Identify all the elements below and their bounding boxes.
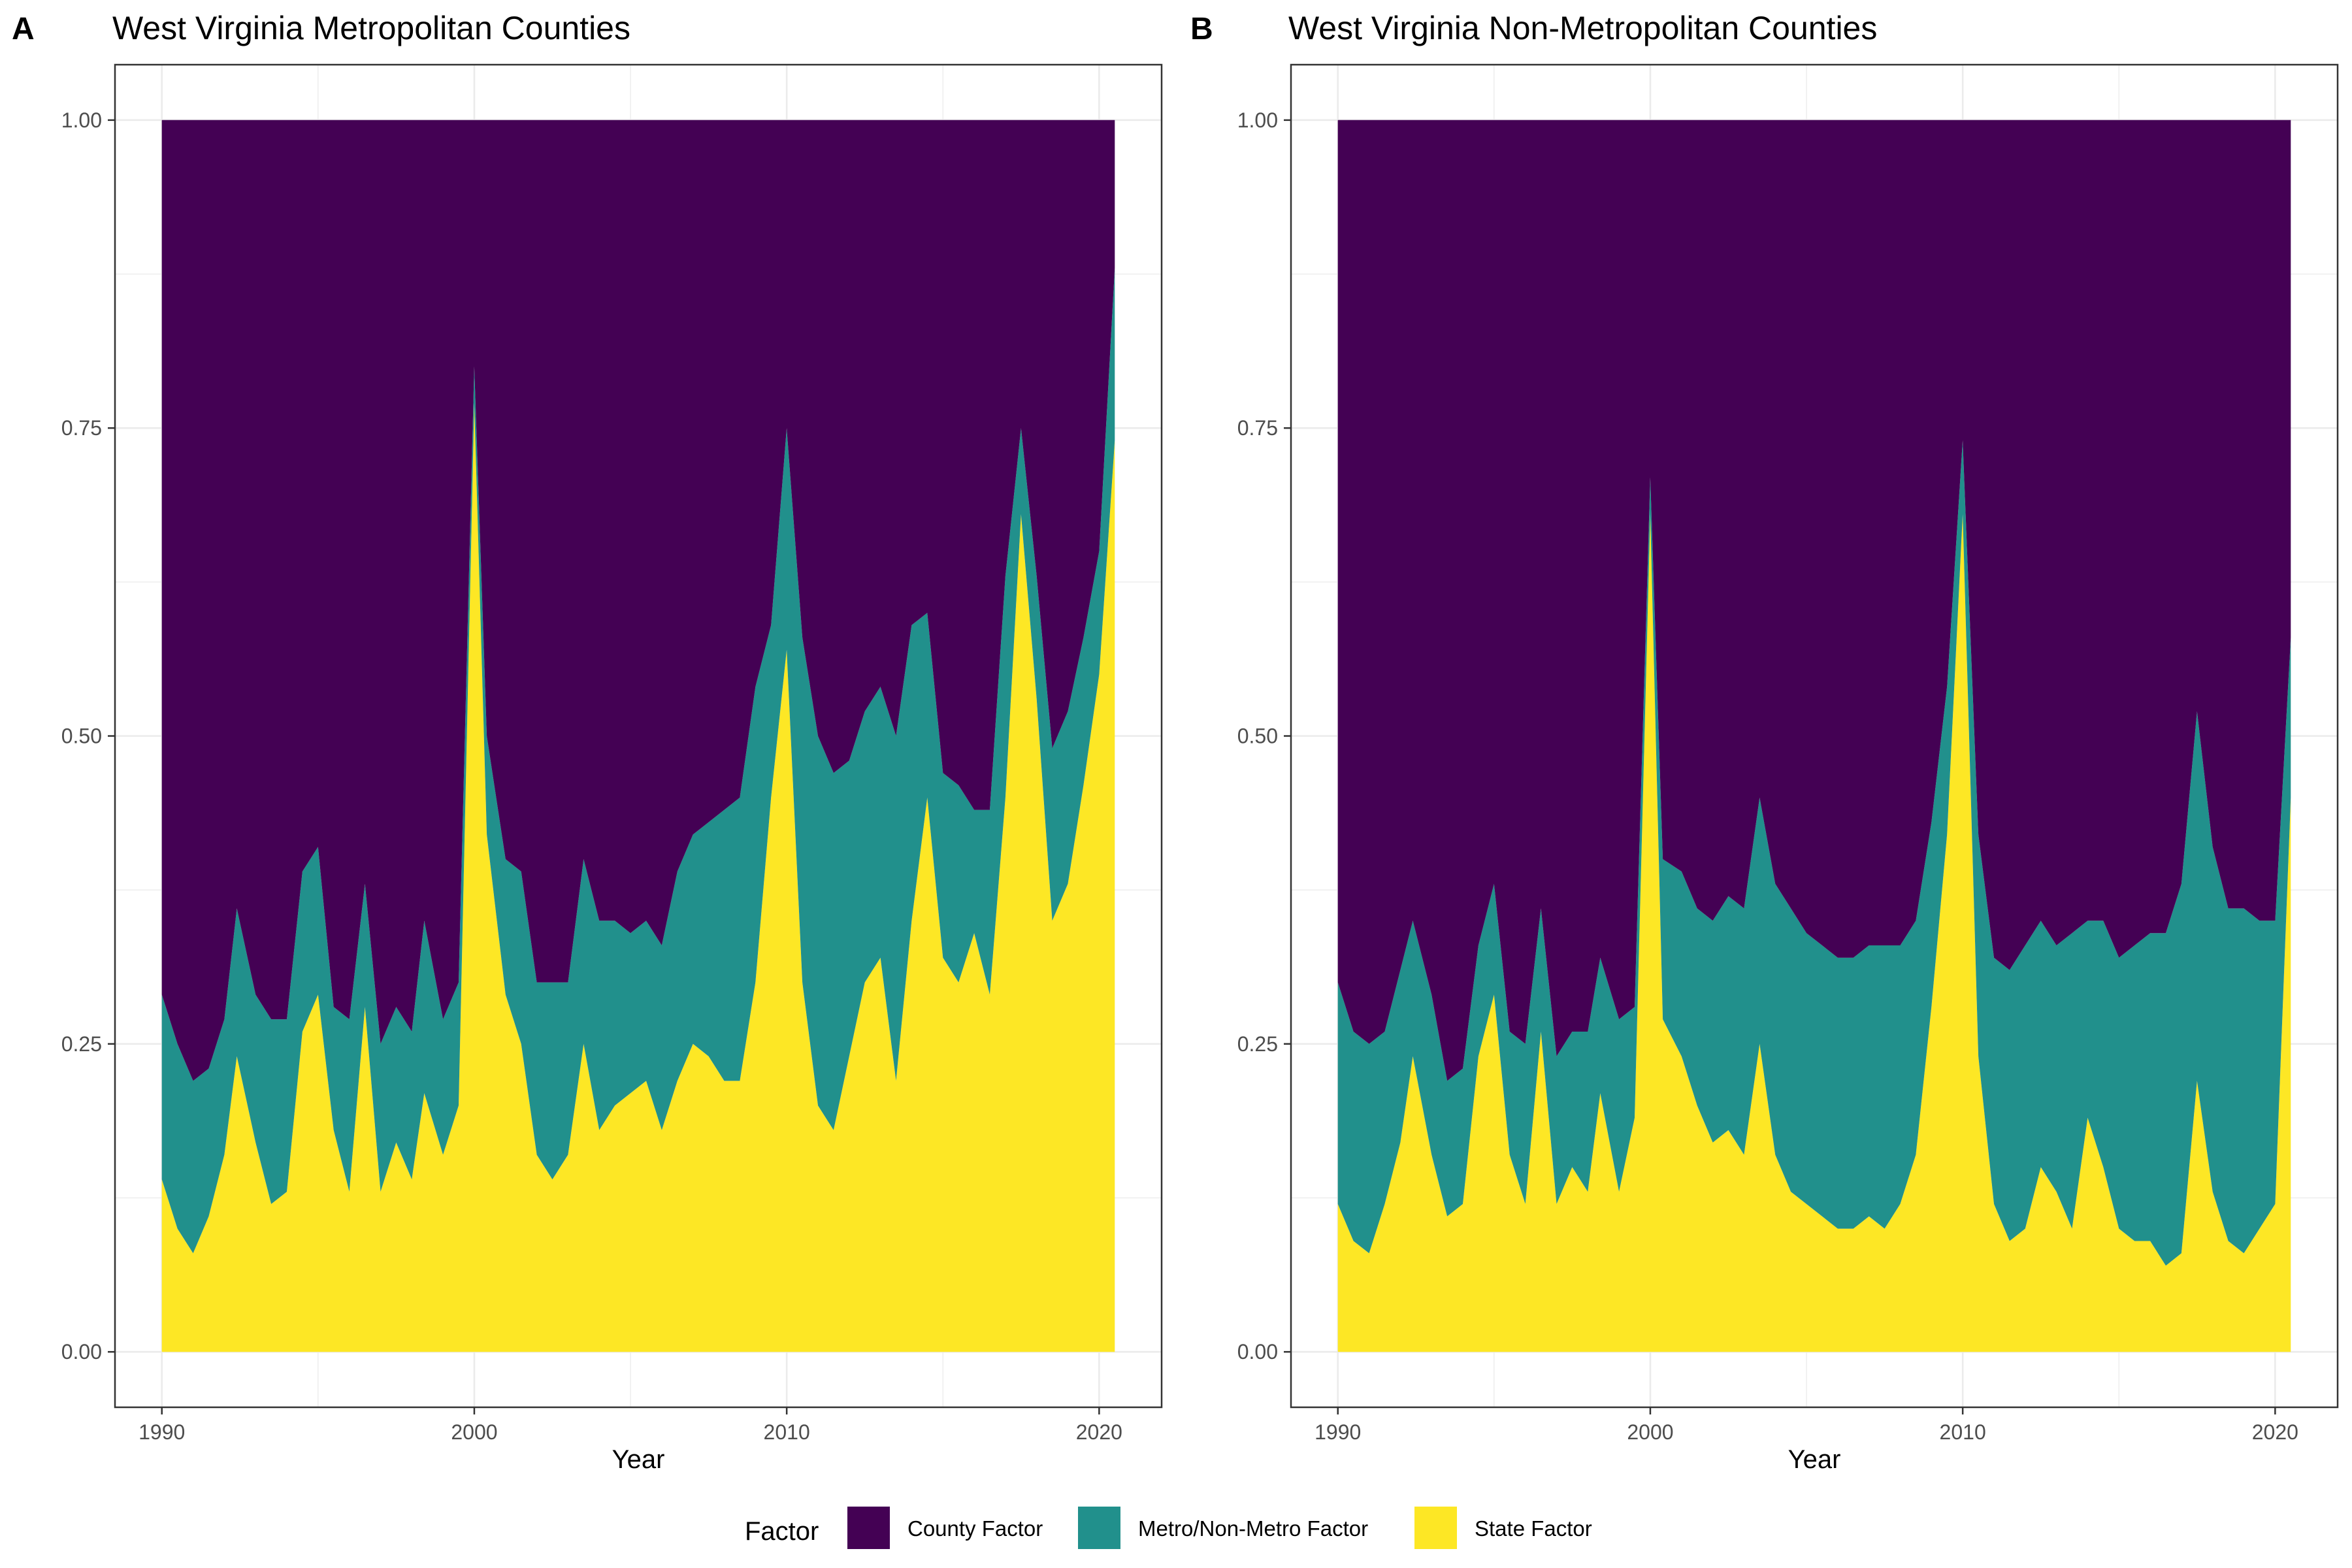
x-tick-label: 1990 bbox=[1315, 1420, 1361, 1444]
y-tick-label: 0.50 bbox=[61, 725, 102, 748]
x-tick-label: 2000 bbox=[1627, 1420, 1673, 1444]
legend-swatch-county-factor bbox=[847, 1507, 890, 1549]
x-tick-label: 2010 bbox=[1940, 1420, 1986, 1444]
panel-a-x-axis-title: Year bbox=[612, 1445, 665, 1474]
legend-label-county-factor: County Factor bbox=[907, 1516, 1043, 1541]
y-tick-label: 0.75 bbox=[61, 416, 102, 440]
legend: Factor County Factor Metro/Non-Metro Fac… bbox=[745, 1507, 1592, 1549]
panel-b-title: West Virginia Non-Metropolitan Counties bbox=[1288, 10, 1877, 46]
panel-b-axes: 0.00 0.25 0.50 0.75 1.00 1990 2000 2010 2020 bbox=[1237, 108, 2298, 1444]
area-county-factor bbox=[161, 120, 1115, 1081]
panel-a-tag: A bbox=[12, 12, 35, 46]
y-tick-label: 0.00 bbox=[61, 1340, 102, 1364]
y-tick-label: 0.25 bbox=[61, 1032, 102, 1056]
legend-label-metro-factor: Metro/Non-Metro Factor bbox=[1138, 1516, 1368, 1541]
legend-swatch-metro-factor bbox=[1078, 1507, 1120, 1549]
legend-title: Factor bbox=[745, 1517, 819, 1546]
legend-swatch-state-factor bbox=[1414, 1507, 1457, 1549]
panel-a-axes: 0.00 0.25 0.50 0.75 1.00 1990 2000 2010 2020 bbox=[61, 108, 1122, 1444]
panel-b: B West Virginia Non-Metropolitan Countie… bbox=[1190, 10, 2339, 1474]
x-tick-label: 2020 bbox=[2252, 1420, 2298, 1444]
y-tick-label: 0.50 bbox=[1237, 725, 1278, 748]
panel-b-tag: B bbox=[1190, 12, 1213, 46]
x-tick-label: 2020 bbox=[1076, 1420, 1122, 1444]
legend-label-state-factor: State Factor bbox=[1475, 1516, 1592, 1541]
x-tick-label: 2000 bbox=[451, 1420, 497, 1444]
y-tick-label: 0.25 bbox=[1237, 1032, 1278, 1056]
area-county-factor bbox=[1337, 120, 2291, 1081]
area-state-factor bbox=[161, 403, 1115, 1352]
area-state-factor bbox=[1337, 514, 2291, 1352]
panel-b-x-axis-title: Year bbox=[1788, 1445, 1841, 1474]
panel-b-areas bbox=[1337, 120, 2291, 1352]
y-tick-label: 1.00 bbox=[1237, 108, 1278, 132]
area-metro-non-metro-factor bbox=[1337, 440, 2291, 1266]
y-tick-label: 0.00 bbox=[1237, 1340, 1278, 1364]
x-tick-label: 2010 bbox=[764, 1420, 810, 1444]
panel-a-areas bbox=[161, 120, 1115, 1352]
y-tick-label: 0.75 bbox=[1237, 416, 1278, 440]
panel-a: A West Virginia Metropolitan Counties 0.… bbox=[12, 10, 1163, 1474]
x-tick-label: 1990 bbox=[139, 1420, 185, 1444]
y-tick-label: 1.00 bbox=[61, 108, 102, 132]
panel-a-title: West Virginia Metropolitan Counties bbox=[112, 10, 630, 46]
area-metro-non-metro-factor bbox=[161, 268, 1115, 1254]
